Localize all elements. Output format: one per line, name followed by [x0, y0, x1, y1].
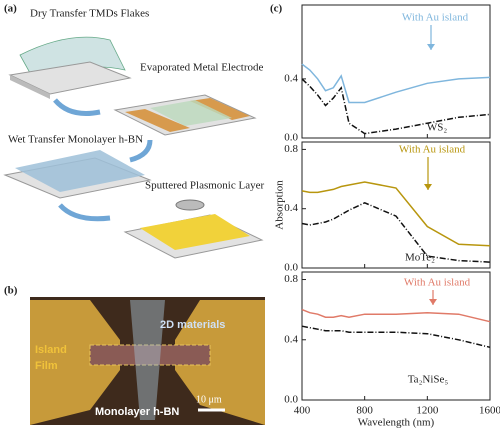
x-tick-label: 400 [294, 405, 311, 417]
series-label: With Au island [399, 144, 466, 156]
flakes [150, 100, 232, 126]
y-axis-label: Absorption [274, 180, 286, 230]
scale-label: 10 μm [196, 394, 222, 405]
plasmonic-layer [140, 214, 250, 250]
schematic: (a) Dry Transfer TMDs Flakes Evaporated … [3, 3, 264, 259]
electrode [175, 300, 265, 425]
micrograph: (b) 2D materials Island Film Monolayer h… [4, 285, 265, 425]
absorption-line [301, 78, 491, 135]
absorption-line [301, 63, 491, 104]
plot-frame [301, 271, 491, 401]
absorption-plots: (c) Absorption Wavelength (nm) 0.0 0.4 Wit… [270, 3, 500, 429]
hbn-layer [15, 150, 145, 192]
panel-label: (a) [4, 3, 17, 15]
x-tick-label: 1200 [416, 405, 439, 417]
y-tick-label: 0.0 [284, 262, 298, 274]
annotation: Film [35, 360, 58, 372]
y-tick-label: 0.4 [284, 333, 298, 345]
sputter-target [175, 199, 205, 211]
absorption-line [301, 181, 491, 247]
substrate [8, 61, 132, 95]
electrode [190, 98, 250, 120]
series-label: With Au island [402, 12, 469, 24]
arrow [58, 203, 111, 222]
absorption-line [301, 201, 491, 263]
x-tick-label: 1600 [479, 405, 500, 417]
step-label: Dry Transfer TMDs Flakes [30, 8, 149, 20]
arrow [53, 98, 101, 116]
x-tick-label: 800 [356, 405, 373, 417]
electrode [30, 300, 120, 425]
y-tick-label: 0.4 [284, 202, 298, 214]
annotation: Island [35, 344, 67, 356]
plot-frame [301, 141, 491, 269]
panel-label: (c) [270, 3, 283, 15]
panel-label: (b) [4, 285, 18, 297]
y-tick-label: 0.4 [284, 72, 298, 84]
x-axis-label: Wavelength (nm) [358, 417, 435, 429]
y-tick-label: 0.0 [284, 132, 298, 144]
series-label: With Au island [404, 277, 471, 289]
step-label: Wet Transfer Monolayer h-BN [8, 134, 143, 146]
step-label: Evaporated Metal Electrode [140, 62, 264, 74]
substrate-side [10, 75, 50, 99]
sample-label: MoTe₂ [405, 252, 435, 264]
plot-frame [301, 4, 491, 139]
arrow [129, 139, 153, 163]
y-tick-label: 0.8 [284, 273, 298, 285]
sample-label: Ta₂NiSe₅ [408, 374, 449, 386]
y-tick-label: 0.8 [284, 143, 298, 155]
electrode [125, 109, 190, 132]
annotation: Monolayer h-BN [95, 406, 179, 418]
absorption-line [301, 308, 491, 323]
step-label: Sputtered Plasmonic Layer [145, 180, 264, 192]
annotation-arrowhead [427, 44, 435, 50]
annotation-arrowhead [424, 184, 432, 190]
hbn [130, 300, 165, 420]
annotation: 2D materials [160, 319, 225, 331]
annotation-arrowhead [429, 299, 437, 305]
sample-label: WS₂ [427, 122, 448, 134]
y-tick-label: 0.0 [284, 394, 298, 406]
absorption-line [301, 325, 491, 349]
